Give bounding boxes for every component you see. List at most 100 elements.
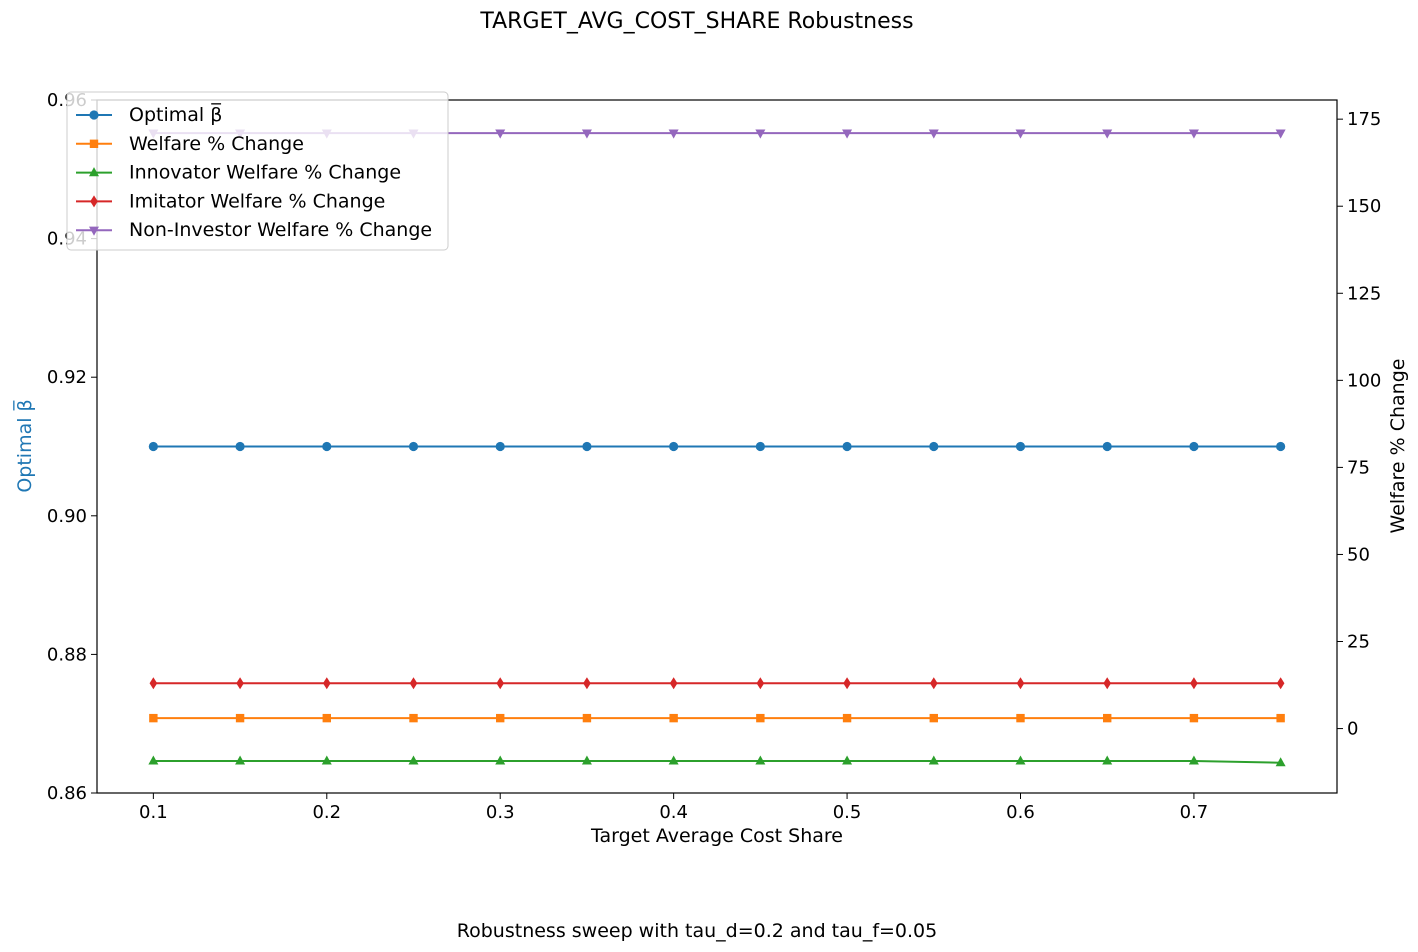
y-right-tick-label: 125	[1347, 283, 1381, 304]
legend-item: Imitator Welfare % Change	[76, 190, 385, 212]
data-point	[322, 713, 331, 723]
data-point	[1016, 713, 1025, 723]
data-point	[1190, 677, 1198, 690]
y-right-tick-label: 25	[1347, 632, 1370, 653]
legend-item: Innovator Welfare % Change	[76, 162, 401, 184]
y-left-tick-label: 0.92	[47, 367, 87, 388]
series-3-line	[153, 759, 1281, 764]
data-point	[928, 755, 939, 765]
data-point	[668, 755, 679, 765]
data-point	[842, 129, 853, 139]
x-tick-label: 0.3	[486, 802, 515, 823]
data-point	[496, 713, 505, 723]
y-right-tick-label: 175	[1347, 109, 1381, 130]
data-point	[148, 755, 159, 765]
data-point	[756, 677, 765, 690]
y-right-tick-label: 0	[1347, 719, 1358, 740]
plot-lines	[148, 129, 1286, 767]
data-point	[1189, 713, 1199, 723]
data-point	[755, 755, 766, 765]
y-left-tick-label: 0.86	[47, 783, 87, 804]
data-point	[669, 441, 679, 452]
data-point	[755, 129, 766, 139]
data-point	[1015, 441, 1026, 452]
legend-marker	[89, 110, 99, 120]
data-point	[495, 129, 506, 139]
data-point	[842, 755, 853, 765]
data-point	[929, 441, 939, 452]
series-1	[148, 441, 1286, 452]
data-point	[843, 677, 851, 690]
legend-label: Non-Investor Welfare % Change	[129, 219, 432, 241]
x-tick-label: 0.1	[139, 802, 168, 823]
x-tick-label: 0.7	[1180, 802, 1209, 823]
data-point	[236, 677, 244, 690]
series-3	[148, 755, 1286, 767]
legend-marker	[89, 139, 99, 148]
data-point	[669, 677, 678, 690]
data-point	[1275, 757, 1286, 767]
data-point	[235, 713, 245, 723]
data-point	[842, 713, 852, 723]
data-point	[929, 677, 938, 690]
data-point	[408, 755, 419, 765]
legend: Optimal β̅ Welfare % Change Innovator Welf…	[66, 91, 449, 251]
data-point	[235, 755, 246, 765]
data-point	[1102, 441, 1112, 452]
y-axis-left-label: Optimal β̅	[12, 399, 36, 492]
data-point	[1276, 441, 1286, 452]
x-tick-label: 0.6	[1006, 802, 1035, 823]
y-right-tick-label: 75	[1347, 457, 1370, 478]
legend-item: Non-Investor Welfare % Change	[76, 219, 432, 241]
data-point	[322, 677, 331, 690]
legend-item: Welfare % Change	[76, 133, 304, 155]
data-point	[582, 713, 592, 723]
legend-label: Optimal β̅	[129, 102, 222, 126]
y-right-tick-label: 150	[1347, 196, 1381, 217]
legend-marker	[89, 226, 99, 236]
data-point	[235, 441, 245, 452]
chart-title: TARGET_AVG_COST_SHARE Robustness	[479, 9, 913, 34]
data-point	[1276, 713, 1285, 723]
data-point	[581, 129, 592, 139]
legend-label: Innovator Welfare % Change	[129, 162, 401, 184]
data-point	[582, 441, 592, 452]
legend-item: Optimal β̅	[76, 102, 222, 126]
data-point	[583, 677, 591, 690]
x-axis-label: Target Average Cost Share	[590, 825, 843, 847]
data-point	[148, 441, 158, 452]
data-point	[928, 129, 939, 139]
data-point	[755, 441, 765, 452]
data-point	[842, 441, 852, 452]
data-point	[496, 677, 505, 690]
data-point	[1188, 755, 1199, 765]
y-right-tick-label: 50	[1347, 544, 1370, 565]
y-axis-right-label: Welfare % Change	[1387, 359, 1409, 534]
data-point	[1189, 441, 1199, 452]
data-point	[408, 441, 419, 452]
series-4	[149, 677, 1285, 690]
data-point	[149, 677, 158, 690]
y-right-tick-label: 100	[1347, 370, 1381, 391]
data-point	[1102, 129, 1113, 139]
data-point	[409, 677, 418, 690]
data-point	[321, 755, 332, 765]
data-point	[1276, 677, 1285, 690]
data-point	[669, 713, 678, 723]
y-left-tick-label: 0.88	[47, 644, 87, 665]
data-point	[409, 713, 418, 723]
legend-label: Imitator Welfare % Change	[129, 190, 385, 212]
data-point	[149, 713, 158, 723]
x-tick-label: 0.5	[833, 802, 862, 823]
data-point	[1275, 129, 1286, 139]
data-point	[1102, 755, 1113, 765]
data-point	[1016, 677, 1025, 690]
data-point	[756, 713, 765, 723]
x-tick-label: 0.4	[659, 802, 688, 823]
data-point	[495, 441, 505, 452]
data-point	[1015, 129, 1026, 139]
data-point	[495, 755, 506, 765]
data-point	[1103, 677, 1112, 690]
data-point	[1015, 755, 1026, 765]
